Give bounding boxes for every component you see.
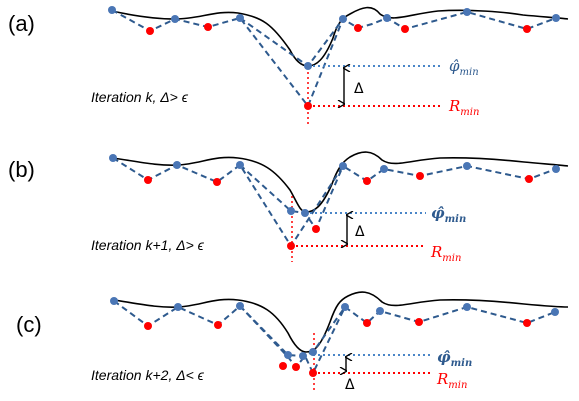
panel-c-surrogate-dashed <box>113 300 556 376</box>
red-point <box>204 23 212 31</box>
panel-b-r-subscript: min <box>442 253 461 264</box>
blue-point <box>552 14 560 22</box>
blue-point <box>171 15 179 23</box>
panel-a-blue-points <box>108 6 560 70</box>
blue-point <box>110 297 118 305</box>
panel-c-phi-min-label: φ̂min <box>437 348 472 369</box>
panel-b-true-curve <box>112 151 569 213</box>
red-point <box>363 177 371 185</box>
blue-point <box>551 308 559 316</box>
panel-b: (b) Δ φ̂min Rmin Iteration k+1, Δ> ϵ <box>8 151 569 264</box>
panel-b-iteration-text: Iteration k+1, Δ> ϵ <box>91 237 205 253</box>
panel-c-blue-points <box>110 297 559 360</box>
blue-point <box>552 165 560 173</box>
panel-b-phi-min-label: φ̂min <box>431 204 466 225</box>
red-point <box>292 363 300 371</box>
red-point <box>144 322 152 330</box>
red-point <box>214 321 222 329</box>
blue-point <box>304 62 312 70</box>
red-point <box>279 362 287 370</box>
red-point <box>416 172 424 180</box>
red-point <box>309 369 317 377</box>
red-point <box>363 319 371 327</box>
blue-point <box>380 165 388 173</box>
panel-b-phi-subscript: min <box>445 214 467 225</box>
blue-point <box>236 161 244 169</box>
blue-point <box>309 348 317 356</box>
red-point <box>401 25 409 33</box>
blue-point <box>109 154 117 162</box>
panel-a-phi-subscript: min <box>460 67 479 78</box>
panel-c: (c) Δ φ̂min Rmin Iteration k+2, Δ< ϵ <box>16 291 569 393</box>
panel-a-phi-min-label: φ̂min <box>449 57 479 78</box>
red-point <box>304 102 312 110</box>
red-point <box>354 24 362 32</box>
panel-c-phi-subscript: min <box>451 358 473 369</box>
red-point <box>146 27 154 35</box>
panel-c-label: (c) <box>16 312 42 337</box>
panel-c-red-points <box>144 318 531 377</box>
panel-a-r-symbol: R <box>448 97 460 115</box>
panel-b-phi-symbol: φ̂ <box>431 204 445 222</box>
panel-c-iteration-text: Iteration k+2, Δ< ϵ <box>91 367 205 383</box>
blue-point <box>376 307 384 315</box>
blue-point <box>287 207 295 215</box>
panel-c-phi-symbol: φ̂ <box>437 348 451 366</box>
panel-a-iteration-text: Iteration k, Δ> ϵ <box>91 89 189 105</box>
blue-point <box>284 351 292 359</box>
panel-c-cross-dashed <box>239 305 346 358</box>
panel-b-delta-label: Δ <box>355 224 365 240</box>
panel-a-r-subscript: min <box>460 107 479 118</box>
panel-c-r-min-label: Rmin <box>436 370 467 391</box>
blue-point <box>299 352 307 360</box>
panel-a-surrogate-dashed <box>111 9 557 108</box>
panel-c-r-subscript: min <box>448 380 467 391</box>
red-point <box>523 319 531 327</box>
blue-point <box>301 209 309 217</box>
blue-point <box>463 162 471 170</box>
red-point <box>525 175 533 183</box>
panel-b-red-points <box>144 172 533 250</box>
blue-point <box>236 302 244 310</box>
blue-point <box>173 161 181 169</box>
panel-a-r-min-label: Rmin <box>448 97 479 118</box>
red-point <box>213 178 221 186</box>
panel-b-surrogate-dashed <box>112 157 557 248</box>
blue-point <box>108 6 116 14</box>
panel-b-r-min-label: Rmin <box>430 243 461 264</box>
panel-a-phi-symbol: φ̂ <box>449 57 460 75</box>
panel-b-label: (b) <box>8 157 35 182</box>
blue-point <box>463 8 471 16</box>
blue-point <box>463 303 471 311</box>
red-point <box>144 176 152 184</box>
blue-point <box>383 14 391 22</box>
panel-b-blue-points <box>109 154 560 217</box>
red-point <box>415 318 423 326</box>
blue-point <box>339 15 347 23</box>
panel-c-delta-label: Δ <box>345 377 355 393</box>
panel-a: (a) Δ φ̂min Rmin Iteration k, Δ> ϵ <box>8 6 569 124</box>
blue-point <box>339 162 347 170</box>
blue-point <box>174 303 182 311</box>
red-point <box>523 25 531 33</box>
panel-a-true-curve <box>111 6 569 67</box>
panel-b-r-symbol: R <box>430 243 442 261</box>
panel-a-delta-label: Δ <box>354 81 364 97</box>
panel-a-label: (a) <box>8 11 35 36</box>
panel-a-red-points <box>146 23 531 110</box>
blue-point <box>341 303 349 311</box>
red-point <box>287 242 295 250</box>
panel-c-true-curve <box>113 291 569 353</box>
panel-c-r-symbol: R <box>436 370 448 388</box>
red-point <box>312 225 320 233</box>
blue-point <box>236 14 244 22</box>
